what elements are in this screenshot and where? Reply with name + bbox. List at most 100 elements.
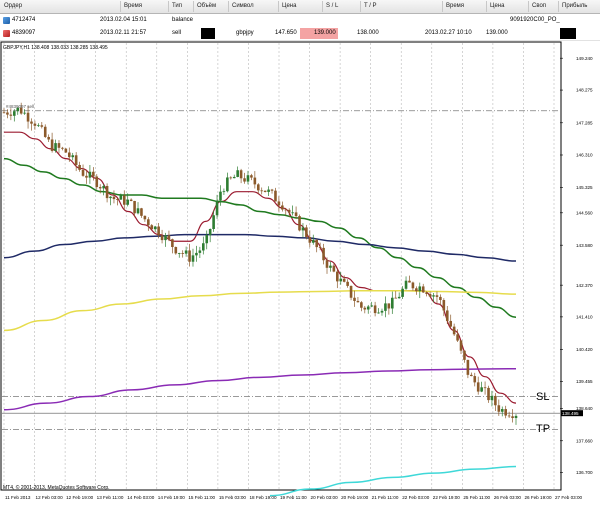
candle-body <box>360 302 363 308</box>
price-tick-label: 144.560 <box>576 210 593 215</box>
column-header-price2[interactable]: Цена <box>490 3 505 9</box>
column-header-sl[interactable]: S / L <box>326 3 339 9</box>
candle-body <box>415 288 418 292</box>
candle-body <box>67 152 71 158</box>
candle-body <box>239 170 243 179</box>
chart-caption: GBPJPY,H1 138.408 138.033 138.285 138.49… <box>3 45 108 51</box>
cell-price: 147.650 <box>275 30 297 36</box>
candle-body <box>95 176 99 188</box>
price-tick-label: 145.325 <box>576 185 593 190</box>
candle-body <box>401 288 404 297</box>
candle-body <box>33 123 37 126</box>
candle-body <box>425 292 428 294</box>
candle-body <box>301 227 305 231</box>
column-separator <box>168 1 169 12</box>
time-tick-label: 18 Feb 19:00 <box>249 495 277 500</box>
column-header-volume[interactable]: Объём <box>197 3 217 9</box>
price-tick-label: 143.580 <box>576 243 593 248</box>
candle-body <box>222 191 226 193</box>
candle-body <box>456 334 459 341</box>
column-separator <box>278 1 279 12</box>
candle-body <box>153 226 157 230</box>
chart-window[interactable]: 138.495 11 Feb 2013 12 Feb 03:00 12 Feb 19… <box>0 41 600 502</box>
price-tick-label: 136.700 <box>576 470 593 475</box>
column-header-order[interactable]: Ордер <box>4 3 23 9</box>
cell-type: balance <box>172 17 194 23</box>
candle-body <box>102 185 105 189</box>
column-header-price[interactable]: Цена <box>282 3 297 9</box>
candle-body <box>98 187 102 189</box>
column-header-time[interactable]: Время <box>124 3 143 9</box>
candle-body <box>61 147 64 149</box>
current-price-label: 138.495 <box>562 411 579 416</box>
sl-label: SL <box>536 391 549 403</box>
candle-body <box>198 250 202 253</box>
candle-body <box>380 310 384 313</box>
candle-body <box>246 175 250 182</box>
candle-body <box>164 235 167 241</box>
candle-body <box>50 139 54 151</box>
candle-body <box>263 190 267 192</box>
column-header-symbol[interactable]: Символ <box>232 3 254 9</box>
candle-body <box>133 200 136 214</box>
candle-body <box>466 359 470 375</box>
candle-body <box>373 305 377 314</box>
candle-body <box>112 196 116 200</box>
candle-body <box>219 191 222 201</box>
candle-body <box>26 112 30 122</box>
column-header-swap[interactable]: Своп <box>532 3 547 9</box>
candle-body <box>256 184 260 191</box>
candle-body <box>160 235 164 241</box>
hidden-volume-box <box>201 28 215 39</box>
candle-body <box>318 247 322 248</box>
column-header-tp[interactable]: T / P <box>364 3 377 9</box>
candle-body <box>188 250 191 262</box>
candle-body <box>394 297 398 299</box>
candle-body <box>329 265 332 268</box>
column-separator <box>528 1 529 12</box>
candle-body <box>411 282 415 289</box>
candle-body <box>136 208 140 214</box>
candle-body <box>487 387 490 401</box>
candle-body <box>507 415 511 417</box>
candle-body <box>181 253 184 254</box>
time-tick-label: 22 Feb 03:00 <box>402 495 430 500</box>
candle-body <box>184 250 188 254</box>
cell-sl: 139.000 <box>314 30 336 36</box>
candle-body <box>397 296 401 299</box>
time-tick-label: 22 Feb 19:00 <box>433 495 461 500</box>
table-row[interactable]: 4839097 2013.02.11 21:57 sell gbpjpy 147.650… <box>0 27 600 41</box>
candle-body <box>325 260 329 268</box>
column-separator <box>228 1 229 12</box>
time-tick-label: 14 Feb 19:00 <box>158 495 186 500</box>
column-header-time2[interactable]: Время <box>446 3 465 9</box>
candle-body <box>226 177 229 192</box>
candle-body <box>229 177 233 179</box>
column-separator <box>120 1 121 12</box>
price-tick-label: 149.240 <box>576 56 593 61</box>
candle-body <box>171 239 174 248</box>
candle-body <box>459 340 463 351</box>
candle-body <box>377 312 380 314</box>
candle-body <box>366 306 370 310</box>
candle-body <box>85 175 88 178</box>
candle-body <box>339 278 343 282</box>
column-header-type[interactable]: Тип <box>172 3 183 9</box>
candle-body <box>40 125 44 127</box>
cell-type: sell <box>172 30 182 36</box>
candle-body <box>116 199 119 200</box>
current-price-tag <box>561 410 583 417</box>
candle-body <box>284 209 288 211</box>
candle-body <box>205 235 209 244</box>
candle-body <box>250 175 253 178</box>
price-chart[interactable]: 138.495 11 Feb 2013 12 Feb 03:00 12 Feb 19… <box>0 41 600 502</box>
column-header-profit[interactable]: Прибыль <box>562 3 588 9</box>
candle-body <box>432 295 435 297</box>
candle-body <box>281 205 284 210</box>
terminal-header: Ордер Время Тип Объём Символ Цена S / L T / P Вр… <box>0 0 600 14</box>
candle-body <box>483 387 487 389</box>
time-tick-label: 13 Feb 11:00 <box>97 495 124 500</box>
table-row[interactable]: 4712474 2013.02.04 15:01 balance 9091920C00… <box>0 14 600 28</box>
balance-icon <box>3 17 10 24</box>
candle-body <box>287 209 291 213</box>
